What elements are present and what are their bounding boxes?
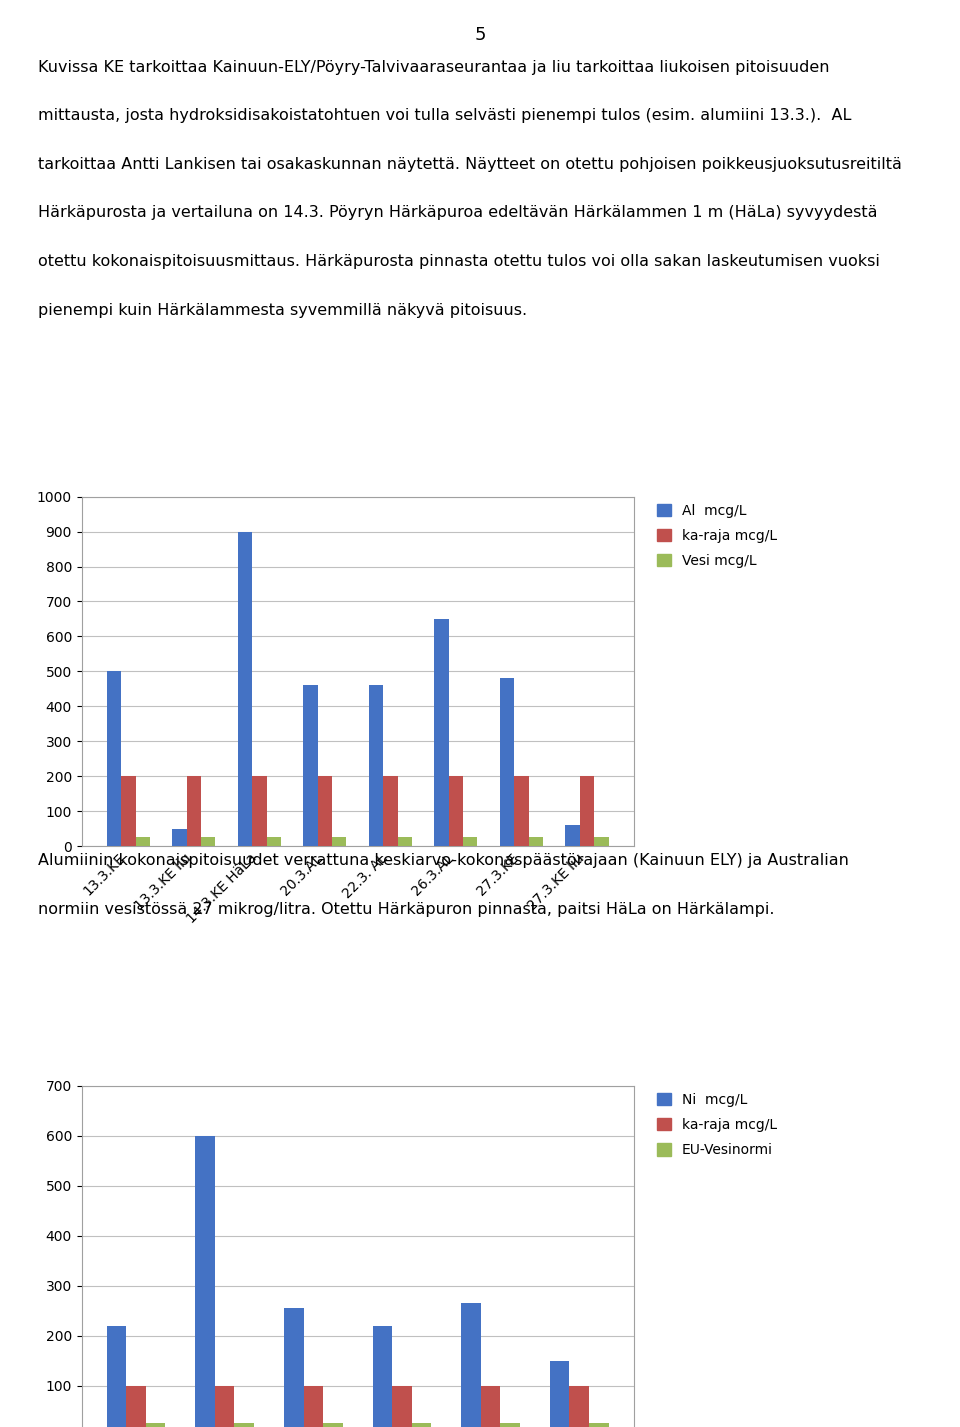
Bar [135,838,150,846]
Bar [463,838,477,846]
Bar [146,1423,165,1427]
Text: otettu kokonaispitoisuusmittaus. Härkäpurosta pinnasta otettu tulos voi olla sak: otettu kokonaispitoisuusmittaus. Härkäpu… [38,254,880,270]
Bar [303,1386,323,1427]
Bar [369,685,383,846]
Bar [372,1326,393,1427]
Bar [303,685,318,846]
Bar [201,838,215,846]
Bar [284,1309,303,1427]
Bar [126,1386,146,1427]
Bar [252,776,267,846]
Bar [462,1303,481,1427]
Bar [569,1386,589,1427]
Bar [107,1326,126,1427]
Text: normiin vesistössä 27 mikrog/litra. Otettu Härkäpuron pinnasta, paitsi HäLa on H: normiin vesistössä 27 mikrog/litra. Otet… [38,902,775,918]
Text: 5: 5 [474,26,486,44]
Text: Härkäpurosta ja vertailuna on 14.3. Pöyryn Härkäpuroa edeltävän Härkälammen 1 m : Härkäpurosta ja vertailuna on 14.3. Pöyr… [38,205,877,221]
Bar [550,1360,569,1427]
Text: mittausta, josta hydroksidisakoistatohtuen voi tulla selvästi pienempi tulos (es: mittausta, josta hydroksidisakoistatohtu… [38,108,852,124]
Bar [215,1386,234,1427]
Legend: Al  mcg/L, ka-raja mcg/L, Vesi mcg/L: Al mcg/L, ka-raja mcg/L, Vesi mcg/L [657,504,778,568]
Bar [434,619,448,846]
Bar [565,825,580,846]
Bar [234,1423,253,1427]
Bar [412,1423,431,1427]
Text: Alumiinin kokonaispitoisuudet verrattuna keskiarvo-kokonaspäästörajaan (Kainuun : Alumiinin kokonaispitoisuudet verrattuna… [38,853,850,869]
Bar [383,776,397,846]
Text: tarkoittaa Antti Lankisen tai osakaskunnan näytettä. Näytteet on otettu pohjoise: tarkoittaa Antti Lankisen tai osakaskunn… [38,157,902,173]
Bar [121,776,135,846]
Bar [318,776,332,846]
Bar [529,838,543,846]
Bar [515,776,529,846]
Text: Kuvissa KE tarkoittaa Kainuun-ELY/Pöyry-Talvivaaraseurantaa ja liu tarkoittaa li: Kuvissa KE tarkoittaa Kainuun-ELY/Pöyry-… [38,60,829,76]
Bar [580,776,594,846]
Text: pienempi kuin Härkälammesta syvemmillä näkyvä pitoisuus.: pienempi kuin Härkälammesta syvemmillä n… [38,303,528,318]
Bar [332,838,347,846]
Legend: Ni  mcg/L, ka-raja mcg/L, EU-Vesinormi: Ni mcg/L, ka-raja mcg/L, EU-Vesinormi [657,1093,778,1157]
Bar [397,838,412,846]
Bar [500,1423,520,1427]
Bar [107,672,121,846]
Bar [323,1423,343,1427]
Bar [589,1423,609,1427]
Bar [448,776,463,846]
Bar [186,776,201,846]
Bar [195,1136,215,1427]
Bar [481,1386,500,1427]
Bar [594,838,609,846]
Bar [267,838,281,846]
Bar [172,829,186,846]
Bar [238,532,252,846]
Bar [500,678,515,846]
Bar [393,1386,412,1427]
